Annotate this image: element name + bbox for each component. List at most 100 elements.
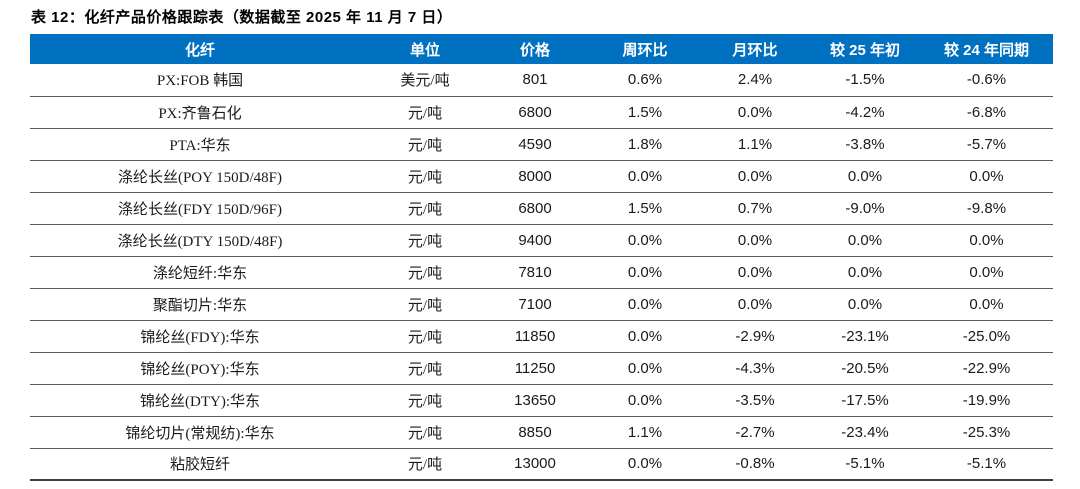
table-cell: 0.0%: [920, 288, 1053, 321]
table-cell: 粘胶短纤: [30, 448, 370, 481]
table-cell: -9.0%: [810, 192, 920, 225]
table-cell: 0.0%: [590, 256, 700, 289]
column-header: 化纤: [30, 34, 370, 64]
table-cell: 0.0%: [590, 160, 700, 193]
column-header: 单位: [370, 34, 480, 64]
table-row: 涤纶长丝(DTY 150D/48F) 元/吨 9400 0.0% 0.0% 0.0% 0.0…: [30, 224, 1053, 257]
column-header: 周环比: [590, 34, 700, 64]
table-row: 粘胶短纤 元/吨 13000 0.0% -0.8% -5.1% -5.1%: [30, 448, 1053, 481]
table-row: 涤纶长丝(POY 150D/48F) 元/吨 8000 0.0% 0.0% 0.0% 0.0…: [30, 160, 1053, 193]
table-cell: -6.8%: [920, 96, 1053, 129]
table-cell: 元/吨: [370, 448, 480, 481]
table-cell: 4590: [480, 128, 590, 161]
table-cell: 8850: [480, 416, 590, 449]
table-row: 聚酯切片:华东 元/吨 7100 0.0% 0.0% 0.0% 0.0%: [30, 288, 1053, 321]
table-cell: -25.0%: [920, 320, 1053, 353]
table-cell: -2.7%: [700, 416, 810, 449]
table-cell: 0.0%: [920, 160, 1053, 193]
table-cell: 0.0%: [700, 256, 810, 289]
table-cell: 涤纶长丝(POY 150D/48F): [30, 160, 370, 193]
table-cell: 0.0%: [590, 384, 700, 417]
table-cell: PX:FOB 韩国: [30, 64, 370, 97]
table-cell: 涤纶长丝(FDY 150D/96F): [30, 192, 370, 225]
table-cell: 0.0%: [590, 448, 700, 481]
table-cell: 6800: [480, 192, 590, 225]
table-row: 锦纶丝(DTY):华东 元/吨 13650 0.0% -3.5% -17.5% -19.9%: [30, 384, 1053, 417]
table-cell: -23.1%: [810, 320, 920, 353]
table-cell: -23.4%: [810, 416, 920, 449]
table-cell: 0.0%: [700, 96, 810, 129]
table-cell: 涤纶长丝(DTY 150D/48F): [30, 224, 370, 257]
table-cell: 元/吨: [370, 96, 480, 129]
table-cell: -4.3%: [700, 352, 810, 385]
table-cell: -5.7%: [920, 128, 1053, 161]
table-row: 锦纶切片(常规纺):华东 元/吨 8850 1.1% -2.7% -23.4% -25.3%: [30, 416, 1053, 449]
table-cell: 9400: [480, 224, 590, 257]
table-cell: 13650: [480, 384, 590, 417]
table-cell: 锦纶丝(FDY):华东: [30, 320, 370, 353]
table-cell: 0.0%: [810, 256, 920, 289]
table-cell: -9.8%: [920, 192, 1053, 225]
table-cell: 元/吨: [370, 224, 480, 257]
table-cell: 美元/吨: [370, 64, 480, 97]
table-cell: 元/吨: [370, 416, 480, 449]
table-cell: PTA:华东: [30, 128, 370, 161]
table-cell: 6800: [480, 96, 590, 129]
table-row: PX:FOB 韩国 美元/吨 801 0.6% 2.4% -1.5% -0.6%: [30, 64, 1053, 97]
table-cell: -17.5%: [810, 384, 920, 417]
table-body: PX:FOB 韩国 美元/吨 801 0.6% 2.4% -1.5% -0.6% PX:齐鲁石…: [30, 64, 1053, 481]
table-cell: 元/吨: [370, 384, 480, 417]
table-cell: -4.2%: [810, 96, 920, 129]
table-cell: 0.0%: [590, 288, 700, 321]
table-cell: 1.5%: [590, 192, 700, 225]
table-cell: -3.8%: [810, 128, 920, 161]
table-cell: -3.5%: [700, 384, 810, 417]
table-cell: -2.9%: [700, 320, 810, 353]
table-row: 涤纶短纤:华东 元/吨 7810 0.0% 0.0% 0.0% 0.0%: [30, 256, 1053, 289]
table-cell: 1.5%: [590, 96, 700, 129]
table-row: PX:齐鲁石化 元/吨 6800 1.5% 0.0% -4.2% -6.8%: [30, 96, 1053, 129]
table-row: 锦纶丝(POY):华东 元/吨 11250 0.0% -4.3% -20.5% -22.9%: [30, 352, 1053, 385]
table-cell: 0.0%: [920, 256, 1053, 289]
table-cell: 0.0%: [920, 224, 1053, 257]
table-cell: -25.3%: [920, 416, 1053, 449]
table-cell: 8000: [480, 160, 590, 193]
column-header: 较 24 年同期: [920, 34, 1053, 64]
table-cell: 0.0%: [810, 224, 920, 257]
table-cell: 13000: [480, 448, 590, 481]
table-cell: -19.9%: [920, 384, 1053, 417]
table-cell: 元/吨: [370, 128, 480, 161]
table-cell: 0.0%: [810, 160, 920, 193]
table-cell: 0.0%: [700, 160, 810, 193]
table-cell: 元/吨: [370, 192, 480, 225]
table-cell: -5.1%: [810, 448, 920, 481]
table-cell: 0.0%: [590, 224, 700, 257]
table-cell: 7810: [480, 256, 590, 289]
table-cell: 1.1%: [590, 416, 700, 449]
table-cell: -0.8%: [700, 448, 810, 481]
table-cell: 涤纶短纤:华东: [30, 256, 370, 289]
table-header-row: 化纤 单位 价格 周环比 月环比较 25 年初较 24 年同期: [30, 34, 1053, 64]
table-row: 涤纶长丝(FDY 150D/96F) 元/吨 6800 1.5% 0.7% -9.0% -9…: [30, 192, 1053, 225]
table-cell: 11250: [480, 352, 590, 385]
table-cell: PX:齐鲁石化: [30, 96, 370, 129]
table-cell: -22.9%: [920, 352, 1053, 385]
table-cell: 锦纶丝(DTY):华东: [30, 384, 370, 417]
table-title: 表 12：化纤产品价格跟踪表（数据截至 2025 年 11 月 7 日）: [31, 9, 453, 26]
table-row: PTA:华东 元/吨 4590 1.8% 1.1% -3.8% -5.7%: [30, 128, 1053, 161]
table-cell: 元/吨: [370, 288, 480, 321]
table-cell: 801: [480, 64, 590, 97]
table-cell: 0.0%: [590, 352, 700, 385]
table-cell: 0.0%: [700, 224, 810, 257]
table-cell: 11850: [480, 320, 590, 353]
table-cell: 元/吨: [370, 320, 480, 353]
table-cell: 0.0%: [700, 288, 810, 321]
table-cell: 聚酯切片:华东: [30, 288, 370, 321]
table-cell: 0.0%: [590, 320, 700, 353]
table-cell: -0.6%: [920, 64, 1053, 97]
table-cell: 2.4%: [700, 64, 810, 97]
table-cell: 锦纶切片(常规纺):华东: [30, 416, 370, 449]
column-header: 月环比: [700, 34, 810, 64]
table-cell: 1.8%: [590, 128, 700, 161]
